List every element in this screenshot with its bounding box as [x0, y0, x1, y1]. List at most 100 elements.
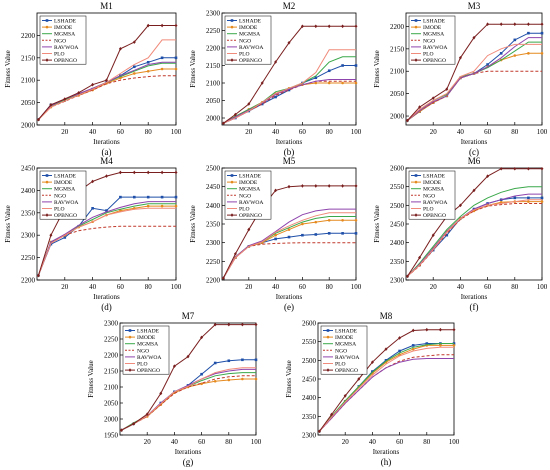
- data-point: [174, 56, 178, 60]
- panel-caption: (h): [381, 457, 392, 467]
- data-point: [213, 361, 217, 365]
- data-point: [241, 377, 244, 381]
- x-tick-label: 40: [272, 128, 280, 136]
- data-point: [132, 170, 136, 175]
- data-point: [160, 195, 164, 199]
- data-point: [341, 218, 344, 222]
- legend-label: NGO: [54, 38, 66, 44]
- legend-box: [39, 170, 87, 220]
- legend-label: PLO: [137, 362, 148, 368]
- data-point: [119, 209, 122, 212]
- data-point: [540, 196, 544, 200]
- data-point: [354, 232, 358, 235]
- x-tick-label: 20: [430, 283, 438, 291]
- legend-label: OPBNGO: [54, 58, 77, 64]
- data-point: [526, 22, 530, 26]
- legend-marker: [230, 180, 234, 184]
- legend-marker: [326, 329, 330, 332]
- legend-label: RAVWOA: [423, 45, 447, 51]
- series-opbngo: [221, 184, 358, 280]
- series-line: [407, 186, 542, 277]
- legend-label: IMODE: [54, 25, 73, 31]
- y-tick-label: 2550: [302, 338, 317, 346]
- x-tick-label: 20: [430, 128, 438, 136]
- y-tick-label: 2000: [21, 122, 36, 130]
- data-point: [63, 97, 67, 101]
- legend-label: LSHADE: [423, 19, 446, 25]
- series-ngo: [407, 70, 542, 121]
- legend-label: MGMSA: [335, 342, 356, 348]
- data-point: [499, 22, 503, 26]
- y-axis-label: Fitness Value: [4, 50, 12, 87]
- data-point: [274, 237, 277, 241]
- data-point: [405, 274, 409, 279]
- data-point: [227, 378, 231, 382]
- data-point: [314, 220, 318, 224]
- data-point: [146, 204, 150, 208]
- data-point: [63, 236, 67, 239]
- data-point: [354, 81, 358, 85]
- x-tick-label: 100: [351, 283, 362, 291]
- legend-marker: [45, 213, 49, 217]
- data-point: [431, 233, 435, 237]
- data-point: [118, 170, 122, 175]
- data-point: [145, 412, 149, 416]
- legend-label: OPBNGO: [137, 368, 160, 374]
- data-point: [343, 394, 347, 398]
- x-axis-label: Iterations: [276, 293, 303, 301]
- legend-label: NGO: [137, 348, 149, 354]
- legend-label: LSHADE: [137, 329, 160, 335]
- legend-marker: [230, 174, 234, 177]
- legend-label: PLO: [335, 362, 346, 368]
- data-point: [486, 174, 490, 179]
- data-point: [213, 322, 217, 327]
- y-tick-label: 2250: [206, 27, 221, 35]
- data-point: [119, 428, 123, 432]
- legend-label: MGMSA: [239, 187, 260, 193]
- x-tick-label: 100: [351, 128, 362, 136]
- x-tick-label: 60: [396, 438, 404, 446]
- series-line: [121, 375, 256, 431]
- data-point: [354, 24, 358, 29]
- y-tick-label: 2200: [21, 277, 36, 285]
- panel-m7: M7 20 40 60 80 100 1950 2000 2050 2100 2150 2200 225…: [87, 311, 262, 467]
- series-line: [37, 207, 176, 276]
- data-point: [341, 24, 345, 29]
- data-point: [132, 422, 136, 426]
- series-line: [407, 203, 542, 277]
- series-line: [407, 37, 542, 121]
- y-tick-label: 2450: [206, 183, 221, 191]
- data-point: [133, 65, 136, 69]
- x-axis-label: Iterations: [276, 138, 303, 146]
- data-point: [438, 327, 442, 332]
- legend-label: LSHADE: [54, 19, 77, 25]
- data-point: [146, 23, 150, 28]
- y-tick-label: 2050: [206, 97, 221, 105]
- x-tick-label: 40: [457, 128, 465, 136]
- panel-title: M2: [283, 1, 296, 11]
- y-tick-label: 2350: [302, 413, 317, 421]
- x-tick-label: 100: [251, 438, 262, 446]
- y-tick-label: 2600: [390, 165, 405, 173]
- series-line: [319, 343, 454, 432]
- data-point: [526, 166, 530, 171]
- legend-label: MGMSA: [423, 187, 444, 193]
- x-tick-label: 80: [326, 128, 334, 136]
- data-point: [341, 81, 344, 85]
- legend-label: LSHADE: [239, 19, 262, 25]
- legend-label: OPBNGO: [239, 213, 262, 219]
- legend-box: [122, 325, 170, 375]
- legend-label: MGMSA: [137, 342, 158, 348]
- data-point: [287, 40, 291, 45]
- data-point: [452, 327, 456, 332]
- y-axis-label: Fitness Value: [189, 205, 197, 242]
- x-tick-label: 80: [326, 283, 334, 291]
- legend-marker: [414, 174, 418, 177]
- series-line: [407, 70, 542, 121]
- data-point: [105, 174, 108, 178]
- data-point: [425, 342, 429, 345]
- y-axis-label: Fitness Value: [189, 50, 197, 87]
- legend-marker: [414, 25, 418, 29]
